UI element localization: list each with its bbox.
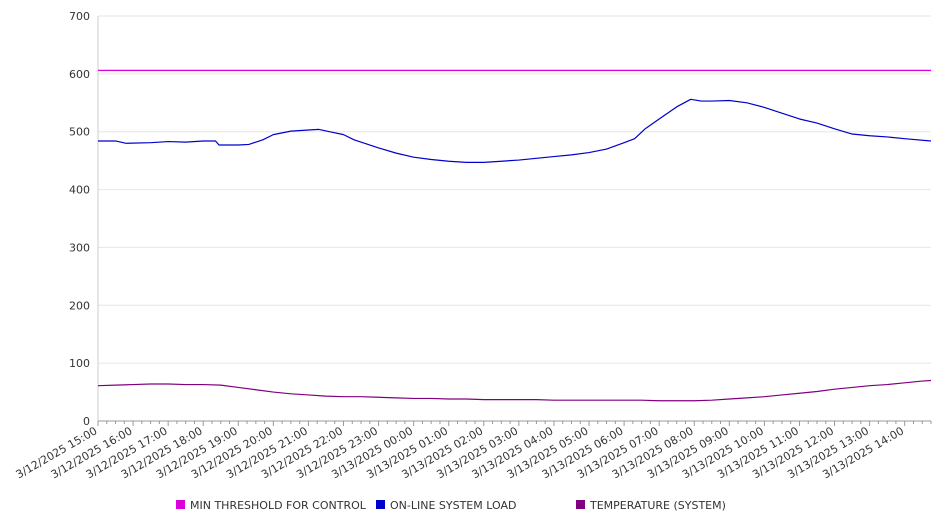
series-line-on-line-system-load xyxy=(98,98,932,163)
x-axis-tick-labels: 3/12/2025 15:003/12/2025 16:003/12/2025 … xyxy=(14,424,907,481)
y-tick-label: 200 xyxy=(69,299,90,312)
legend-label: MIN THRESHOLD FOR CONTROL xyxy=(190,499,367,512)
legend-item: MIN THRESHOLD FOR CONTROL xyxy=(176,499,367,512)
y-tick-label: 100 xyxy=(69,357,90,370)
legend: MIN THRESHOLD FOR CONTROL ON-LINE SYSTEM … xyxy=(176,499,726,512)
y-tick-label: 0 xyxy=(83,415,90,428)
series-line-temperature-system xyxy=(97,379,932,402)
gridlines xyxy=(98,15,931,364)
legend-item: TEMPERATURE (SYSTEM) xyxy=(576,499,726,512)
legend-label: TEMPERATURE (SYSTEM) xyxy=(589,499,726,512)
series-lines xyxy=(97,69,932,402)
legend-swatch xyxy=(376,500,385,509)
y-tick-label: 400 xyxy=(69,184,90,197)
y-tick-label: 600 xyxy=(69,68,90,81)
y-tick-label: 300 xyxy=(69,241,90,254)
legend-label: ON-LINE SYSTEM LOAD xyxy=(390,499,516,512)
legend-swatch xyxy=(576,500,585,509)
y-tick-label: 500 xyxy=(69,126,90,139)
legend-swatch xyxy=(176,500,185,509)
axes xyxy=(97,16,932,426)
y-axis-tick-labels: 0 100 200 300 400 500 600 700 xyxy=(69,10,90,428)
legend-item: ON-LINE SYSTEM LOAD xyxy=(376,499,516,512)
y-tick-label: 700 xyxy=(69,10,90,23)
